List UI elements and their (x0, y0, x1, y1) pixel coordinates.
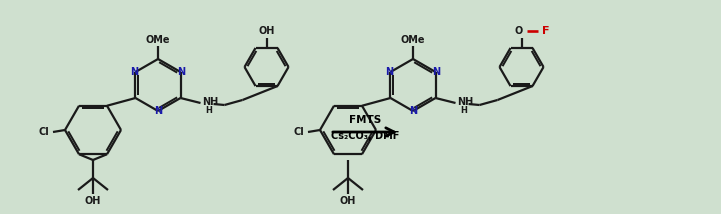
Text: H: H (205, 106, 213, 114)
Text: OMe: OMe (401, 35, 425, 45)
Text: N: N (433, 67, 441, 77)
Text: OH: OH (258, 26, 275, 36)
Text: NH: NH (203, 97, 218, 107)
Text: O: O (514, 26, 523, 36)
Text: OH: OH (85, 196, 101, 206)
Text: N: N (154, 106, 162, 116)
Text: NH: NH (458, 97, 474, 107)
Text: Cl: Cl (39, 127, 49, 137)
Text: N: N (409, 106, 417, 116)
Text: H: H (461, 106, 467, 114)
Text: FMTS: FMTS (349, 115, 381, 125)
Text: Cl: Cl (293, 127, 304, 137)
Text: OMe: OMe (146, 35, 170, 45)
Text: N: N (386, 67, 394, 77)
Text: Cs₂CO₃, DMF: Cs₂CO₃, DMF (331, 131, 399, 141)
Text: OH: OH (340, 196, 356, 206)
Text: N: N (177, 67, 185, 77)
Text: N: N (131, 67, 138, 77)
Text: F: F (541, 26, 549, 36)
